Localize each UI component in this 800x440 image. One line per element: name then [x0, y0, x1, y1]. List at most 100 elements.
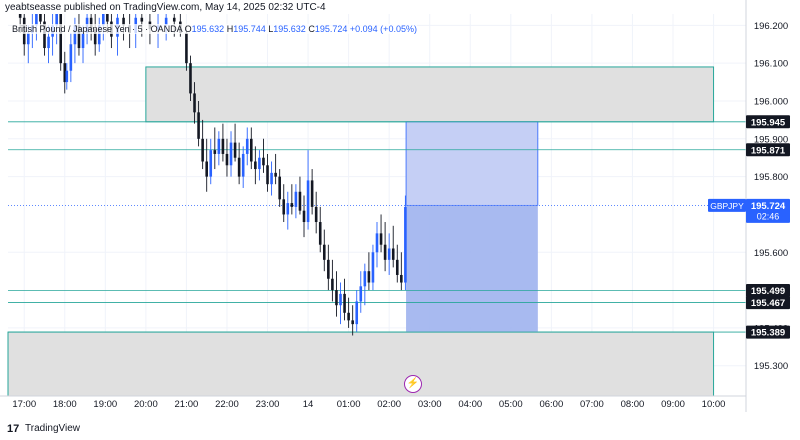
candle-body	[77, 25, 81, 49]
time-tick-label: 01:00	[337, 399, 361, 410]
symbol-title[interactable]: British Pound / Japanese Yen · 5 · OANDA	[12, 24, 183, 34]
time-tick-label: 07:00	[580, 399, 604, 410]
high-value: 195.744	[233, 24, 266, 34]
candle-body	[73, 25, 77, 45]
change-value: +0.094 (+0.05%)	[349, 24, 417, 34]
horizontal-lines[interactable]	[8, 121, 746, 333]
candle-body	[383, 244, 387, 260]
supply-zone	[145, 66, 715, 123]
time-tick-label: 10:00	[702, 399, 726, 410]
candle	[375, 222, 379, 268]
candle	[327, 244, 330, 291]
candle-body	[395, 259, 399, 275]
price-level-tag[interactable]: 195.945	[746, 115, 790, 129]
candle	[205, 138, 208, 192]
candle-body	[343, 293, 346, 313]
price-level-tag[interactable]: 195.871	[746, 143, 790, 157]
price-axis[interactable]: 195.300195.400195.600195.800195.900196.0…	[708, 0, 800, 418]
symbol-tag-background	[708, 198, 746, 212]
candle-body	[97, 25, 101, 45]
candle-body	[225, 153, 229, 166]
candle-body	[371, 252, 375, 283]
lightning-icon[interactable]: ⚡	[404, 375, 422, 393]
candle-body	[59, 14, 63, 64]
candle-body	[404, 206, 407, 283]
candle-body	[140, 17, 144, 22]
candle-body	[101, 14, 105, 26]
price-level-tag[interactable]: 195.389	[746, 325, 790, 339]
candle-body	[387, 248, 391, 260]
candle-body	[209, 150, 213, 177]
price-tick-label: 196.000	[754, 96, 788, 107]
bar-countdown-label: 02:46	[757, 211, 780, 221]
candle	[241, 146, 245, 188]
candle	[404, 195, 407, 291]
candle	[201, 119, 204, 170]
candle-body	[258, 157, 261, 170]
candle-body	[164, 17, 168, 26]
candle-body	[254, 161, 257, 170]
target-zone[interactable]	[405, 121, 539, 206]
candle	[331, 259, 334, 302]
candle-body	[106, 14, 109, 22]
time-tick-label: 20:00	[134, 399, 158, 410]
candle-body	[189, 63, 192, 94]
price-level-tag-background	[746, 115, 790, 129]
price-level-tag-background	[746, 296, 790, 310]
time-tick-label: 22:00	[215, 399, 239, 410]
candle-body	[322, 244, 326, 260]
candle	[97, 17, 101, 52]
candle	[249, 127, 253, 170]
candle-body	[298, 191, 302, 211]
candle-body	[197, 112, 200, 139]
candle-body	[355, 301, 359, 325]
stop-zone[interactable]	[406, 205, 538, 333]
time-tick-label: 21:00	[175, 399, 199, 410]
candle	[318, 206, 322, 253]
candle	[116, 14, 119, 56]
candle-body	[351, 320, 354, 325]
tradingview-logo-icon[interactable]: 17	[7, 423, 20, 435]
price-level-tag-label: 195.389	[751, 328, 785, 339]
candle-body	[375, 233, 379, 253]
long-position-tool[interactable]	[405, 121, 539, 333]
time-tick-label: 17:00	[12, 399, 36, 410]
price-level-tag-label: 195.945	[751, 117, 786, 128]
candle	[347, 297, 350, 328]
candle-body	[339, 293, 342, 306]
candle	[193, 82, 196, 124]
candle	[274, 153, 277, 185]
tradingview-brand[interactable]: TradingView	[25, 423, 81, 434]
candle-body	[205, 161, 208, 177]
price-tick-label: 195.900	[754, 134, 788, 145]
candle-body	[290, 203, 294, 207]
candle	[262, 138, 265, 173]
candle	[22, 14, 26, 56]
open-label: O	[184, 24, 192, 34]
candle	[258, 150, 261, 181]
candle	[343, 278, 346, 321]
price-level-tag[interactable]: 195.467	[746, 296, 790, 310]
candle-body	[249, 138, 253, 162]
candle-body	[89, 17, 93, 30]
candle	[363, 263, 367, 306]
price-level-tag[interactable]: 195.499	[746, 283, 790, 297]
candle-body	[221, 138, 225, 154]
time-axis[interactable]: 17:00 18:00 19:00 20:00 21:00 22:00 23:00 14 01:…	[0, 395, 746, 410]
price-level-tag-label: 195.467	[751, 298, 785, 309]
candle	[355, 290, 359, 332]
candle	[237, 142, 241, 185]
candle	[282, 184, 286, 223]
candle-body	[278, 176, 281, 200]
candle-body	[327, 259, 330, 279]
candle	[266, 153, 269, 192]
candle	[51, 14, 54, 56]
price-tick-label: 195.300	[754, 361, 788, 372]
candle-body	[43, 21, 46, 49]
candle-body	[245, 138, 249, 154]
candle	[314, 191, 318, 234]
time-tick-label: 23:00	[256, 399, 280, 410]
candle	[339, 282, 342, 325]
